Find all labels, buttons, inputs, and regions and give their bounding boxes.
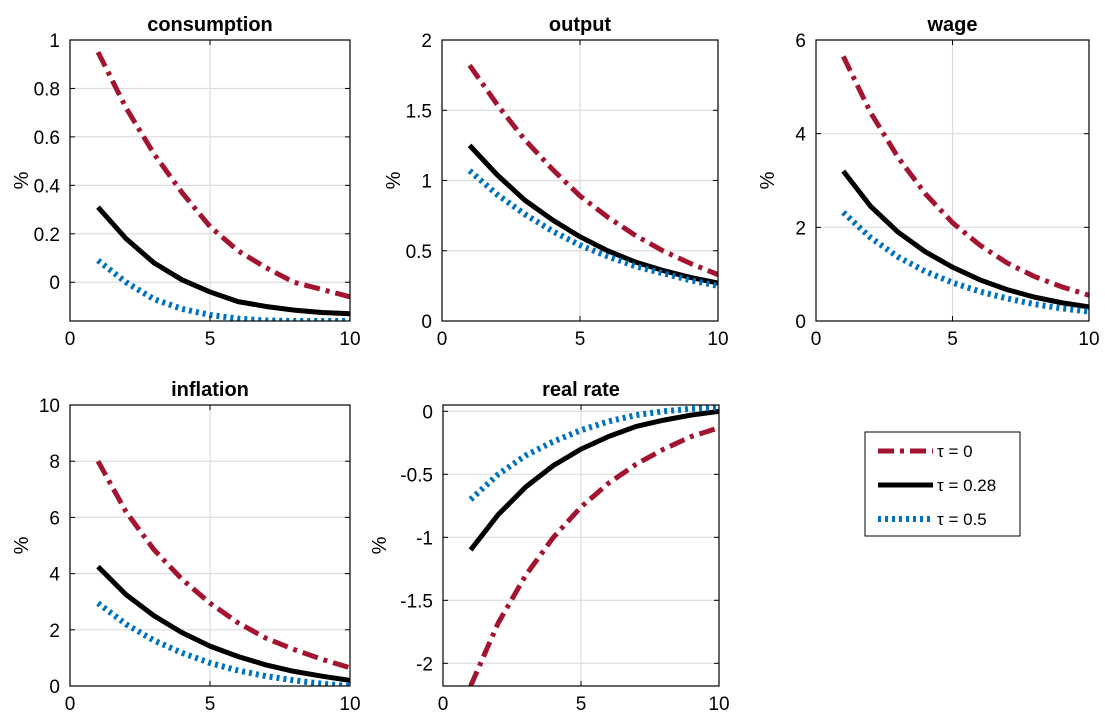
legend-label-tau-0.28: τ = 0.28 xyxy=(937,476,996,495)
y-tick-label: 1.5 xyxy=(406,101,432,122)
y-tick-label: 4 xyxy=(49,565,60,586)
y-axis-label: % xyxy=(11,536,33,554)
y-axis-label: % xyxy=(383,171,405,189)
x-tick-label: 0 xyxy=(437,329,448,350)
legend-label-tau-0: τ = 0 xyxy=(937,442,973,461)
panel-real-rate: 0 5 10 -2 -1.5 -1 -0.5 0 real rate% xyxy=(369,379,730,715)
series-line-solid xyxy=(96,564,350,683)
y-tick-label: 0.5 xyxy=(406,242,432,263)
x-tick-label: 0 xyxy=(65,694,76,715)
panel-consumption: 0 5 10 0 0.2 0.4 0.6 0.8 1 consumption% xyxy=(11,14,361,350)
y-tick-label: -1.5 xyxy=(400,591,433,612)
x-tick-label: 10 xyxy=(1078,329,1099,350)
x-tick-label: 5 xyxy=(947,329,958,350)
y-tick-label: 0.6 xyxy=(34,128,60,149)
x-tick-label: 5 xyxy=(205,329,216,350)
series-group xyxy=(95,459,350,686)
y-tick-label: 0 xyxy=(422,402,433,423)
x-tick-label: 10 xyxy=(708,694,729,715)
y-tick-label: -1 xyxy=(416,528,433,549)
y-tick-label: -2 xyxy=(416,654,433,675)
x-tick-label: 10 xyxy=(707,329,728,350)
series-line-dotted xyxy=(467,168,718,289)
panel-title: wage xyxy=(926,14,977,36)
x-tick-label: 0 xyxy=(438,694,449,715)
series-group xyxy=(95,50,350,321)
y-axis-label: % xyxy=(369,536,391,554)
y-tick-label: 0 xyxy=(795,312,806,333)
y-tick-label: 2 xyxy=(795,218,806,239)
panel-wage: 0 5 10 0 2 4 6 wage% xyxy=(757,14,1100,350)
legend-label-tau-0.5: τ = 0.5 xyxy=(937,510,987,529)
panel-title: real rate xyxy=(542,379,620,401)
series-line-solid xyxy=(96,205,350,317)
legend: τ = 0 τ = 0.28 τ = 0.5 xyxy=(864,431,1021,537)
x-tick-label: 5 xyxy=(576,694,587,715)
y-tick-label: 0.2 xyxy=(34,225,60,246)
y-tick-label: -0.5 xyxy=(400,465,433,486)
series-line-dashdot xyxy=(468,425,719,686)
y-axis-label: % xyxy=(11,171,33,189)
y-tick-label: 1 xyxy=(421,172,432,193)
y-tick-label: 2 xyxy=(49,621,60,642)
y-tick-label: 1 xyxy=(49,31,60,52)
x-tick-label: 10 xyxy=(339,694,360,715)
panel-output: 0 5 10 0 0.5 1 1.5 2 output% xyxy=(383,14,729,350)
panel-title: output xyxy=(549,14,612,36)
y-tick-label: 0.4 xyxy=(34,176,61,197)
y-tick-label: 2 xyxy=(421,31,432,52)
y-tick-label: 6 xyxy=(49,508,60,529)
x-tick-label: 5 xyxy=(575,329,586,350)
y-tick-label: 0 xyxy=(49,273,60,294)
series-line-solid xyxy=(467,143,718,286)
y-tick-label: 0.8 xyxy=(34,79,60,100)
x-tick-label: 0 xyxy=(65,329,76,350)
y-tick-label: 10 xyxy=(39,396,60,417)
series-group xyxy=(841,55,1089,315)
series-line-dashdot xyxy=(467,63,718,277)
panel-inflation: 0 5 10 0 2 4 6 8 10 inflation% xyxy=(11,379,361,715)
series-line-dashdot xyxy=(841,55,1089,298)
series-line-dotted xyxy=(96,258,350,321)
series-group xyxy=(468,405,719,686)
series-group xyxy=(467,63,718,289)
y-tick-label: 4 xyxy=(795,125,806,146)
series-line-dotted xyxy=(96,600,350,686)
y-tick-label: 0 xyxy=(421,312,432,333)
x-tick-label: 10 xyxy=(339,329,360,350)
y-tick-label: 0 xyxy=(49,677,60,698)
y-tick-label: 6 xyxy=(795,31,806,52)
series-line-solid xyxy=(841,169,1089,310)
y-axis-label: % xyxy=(757,171,779,189)
x-tick-label: 5 xyxy=(205,694,216,715)
y-tick-label: 8 xyxy=(49,452,60,473)
panel-title: inflation xyxy=(171,379,249,401)
panel-title: consumption xyxy=(147,14,273,36)
series-line-dashdot xyxy=(95,50,350,300)
series-line-dashdot xyxy=(95,459,350,671)
x-tick-label: 0 xyxy=(811,329,822,350)
series-line-solid xyxy=(468,408,719,552)
